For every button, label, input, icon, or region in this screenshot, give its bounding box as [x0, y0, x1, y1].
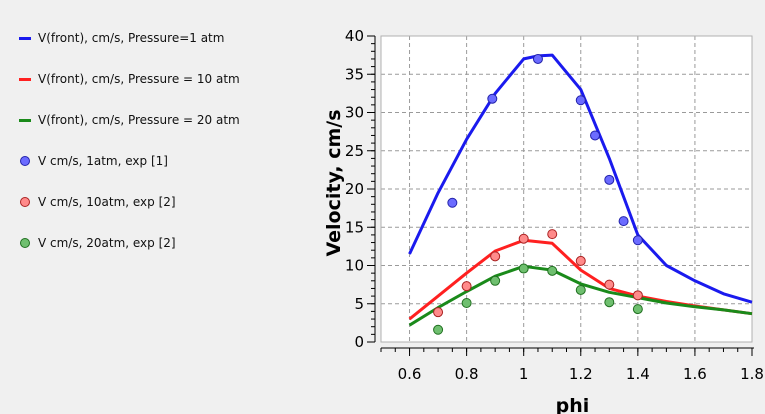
legend-item: V(front), cm/s, Pressure=1 atm [18, 30, 338, 46]
data-point [518, 233, 529, 244]
legend-line-icon [18, 113, 32, 127]
x-tick-label: 1.6 [683, 365, 707, 383]
y-tick-label: 30 [345, 104, 364, 122]
data-point [447, 197, 458, 208]
y-axis-title: Velocity, cm/s [323, 109, 345, 256]
data-point [487, 93, 498, 104]
data-point [632, 290, 643, 301]
x-tick-label: 1 [519, 365, 529, 383]
data-point [575, 95, 586, 106]
legend-item: V cm/s, 1atm, exp [1] [18, 153, 338, 169]
legend-item: V(front), cm/s, Pressure = 20 atm [18, 112, 338, 128]
data-point [490, 275, 501, 286]
legend-label: V cm/s, 10atm, exp [2] [38, 195, 176, 209]
x-tick-label: 1.2 [569, 365, 593, 383]
legend-item: V(front), cm/s, Pressure = 10 atm [18, 71, 338, 87]
series-line [408, 53, 753, 304]
data-point [433, 324, 444, 335]
series-lines [408, 53, 753, 327]
legend-marker-icon [18, 154, 32, 168]
data-point [461, 297, 472, 308]
series-line [408, 264, 753, 327]
x-tick-label: 1.4 [626, 365, 650, 383]
x-axis: 0.6 0.8 1 1.2 1.4 1.6 1.8 [380, 347, 764, 383]
data-point [547, 265, 558, 276]
legend-item: V cm/s, 20atm, exp [2] [18, 235, 338, 251]
legend-label: V(front), cm/s, Pressure = 10 atm [38, 72, 240, 86]
x-axis-title: phi [556, 395, 590, 414]
y-tick-label: 40 [345, 27, 364, 45]
data-point [461, 281, 472, 292]
legend-item: V cm/s, 10atm, exp [2] [18, 194, 338, 210]
legend-marker-icon [18, 236, 32, 250]
legend-label: V(front), cm/s, Pressure = 20 atm [38, 113, 240, 127]
data-point [618, 216, 629, 227]
legend: V(front), cm/s, Pressure=1 atm V(front),… [18, 30, 338, 276]
data-point [433, 307, 444, 318]
data-point [632, 304, 643, 315]
x-tick-label: 1.8 [740, 365, 764, 383]
data-point [518, 263, 529, 274]
y-tick-label: 20 [345, 180, 364, 198]
legend-marker-icon [18, 195, 32, 209]
legend-line-icon [18, 72, 32, 86]
data-point [604, 174, 615, 185]
y-tick-label: 25 [345, 142, 364, 160]
legend-label: V cm/s, 1atm, exp [1] [38, 154, 168, 168]
data-point [575, 284, 586, 295]
legend-label: V(front), cm/s, Pressure=1 atm [38, 31, 225, 45]
y-tick-label: 35 [345, 65, 364, 83]
data-point [575, 255, 586, 266]
legend-line-icon [18, 31, 32, 45]
data-point [590, 130, 601, 141]
data-point [604, 279, 615, 290]
plot-border [380, 35, 753, 343]
data-point [490, 251, 501, 262]
y-axis: 0 5 10 15 20 25 30 35 40 [345, 27, 376, 351]
x-tick-label: 0.8 [455, 365, 479, 383]
y-tick-label: 15 [345, 218, 364, 236]
y-tick-label: 10 [345, 257, 364, 275]
y-tick-label: 5 [354, 295, 364, 313]
y-tick-label: 0 [354, 333, 364, 351]
data-point [547, 229, 558, 240]
legend-label: V cm/s, 20atm, exp [2] [38, 236, 176, 250]
series-points [433, 53, 643, 335]
data-point [604, 297, 615, 308]
x-tick-label: 0.6 [398, 365, 422, 383]
data-point [632, 235, 643, 246]
data-point [532, 53, 543, 64]
